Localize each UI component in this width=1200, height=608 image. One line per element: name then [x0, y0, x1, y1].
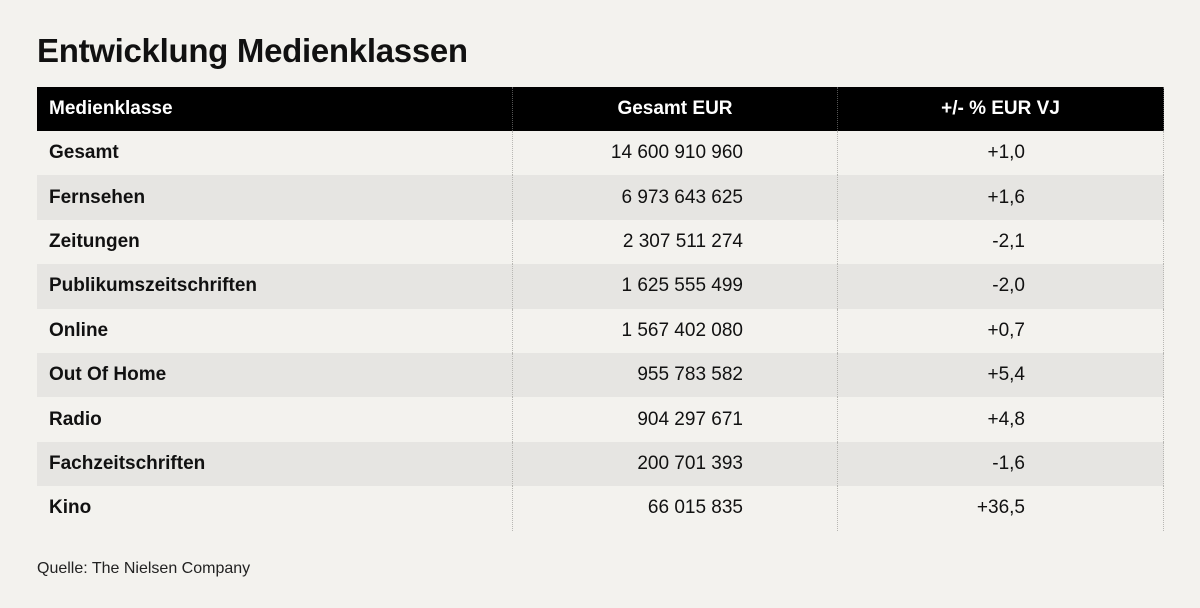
value-cell: 66 015 835 — [512, 486, 837, 531]
value-cell: 1 567 402 080 — [512, 308, 837, 353]
table-row: Fachzeitschriften 200 701 393 -1,6 — [37, 441, 1164, 487]
change-cell: +1,6 — [837, 175, 1164, 220]
table-row: Online 1 567 402 080 +0,7 — [37, 308, 1164, 353]
table-row: Kino 66 015 835 +36,5 — [37, 486, 1164, 531]
category-cell: Radio — [49, 408, 102, 430]
value-cell: 904 297 671 — [512, 397, 837, 442]
table-row: Fernsehen 6 973 643 625 +1,6 — [37, 175, 1164, 220]
value-cell: 1 625 555 499 — [512, 264, 837, 309]
table-row: Gesamt 14 600 910 960 +1,0 — [37, 131, 1164, 176]
change-cell: -1,6 — [837, 441, 1164, 487]
column-header-change-percent: +/- % EUR VJ — [837, 87, 1164, 131]
change-cell: -2,0 — [837, 264, 1164, 309]
table-row: Radio 904 297 671 +4,8 — [37, 397, 1164, 442]
value-cell: 2 307 511 274 — [512, 219, 837, 265]
value-cell: 14 600 910 960 — [512, 131, 837, 176]
data-table: Medienklasse Gesamt EUR +/- % EUR VJ Ges… — [37, 87, 1164, 531]
category-cell: Online — [49, 319, 109, 341]
value-cell: 200 701 393 — [512, 441, 837, 487]
category-cell: Publikumszeitschriften — [49, 275, 257, 297]
category-cell: Fernsehen — [49, 186, 146, 208]
category-cell: Out Of Home — [49, 364, 167, 386]
change-cell: +0,7 — [837, 308, 1164, 353]
category-cell: Fachzeitschriften — [49, 452, 206, 474]
category-cell: Gesamt — [49, 142, 119, 164]
table-row: Zeitungen 2 307 511 274 -2,1 — [37, 219, 1164, 265]
change-cell: +36,5 — [837, 486, 1164, 531]
column-header-gesamt-eur: Gesamt EUR — [512, 87, 837, 131]
table-row: Out Of Home 955 783 582 +5,4 — [37, 352, 1164, 398]
change-cell: +1,0 — [837, 131, 1164, 176]
change-cell: +5,4 — [837, 352, 1164, 398]
table-header: Medienklasse Gesamt EUR +/- % EUR VJ — [37, 87, 1164, 131]
value-cell: 6 973 643 625 — [512, 175, 837, 220]
value-cell: 955 783 582 — [512, 352, 837, 398]
table-body: Gesamt 14 600 910 960 +1,0 Fernsehen 6 973 6… — [37, 131, 1164, 531]
table-row: Publikumszeitschriften 1 625 555 499 -2,0 — [37, 264, 1164, 309]
category-cell: Zeitungen — [49, 230, 140, 252]
column-header-medienklasse: Medienklasse — [49, 98, 173, 119]
source-note: Quelle: The Nielsen Company — [37, 560, 251, 577]
change-cell: -2,1 — [837, 219, 1164, 265]
change-cell: +4,8 — [837, 397, 1164, 442]
chart-title: Entwicklung Medienklassen — [37, 32, 468, 69]
category-cell: Kino — [49, 497, 92, 519]
